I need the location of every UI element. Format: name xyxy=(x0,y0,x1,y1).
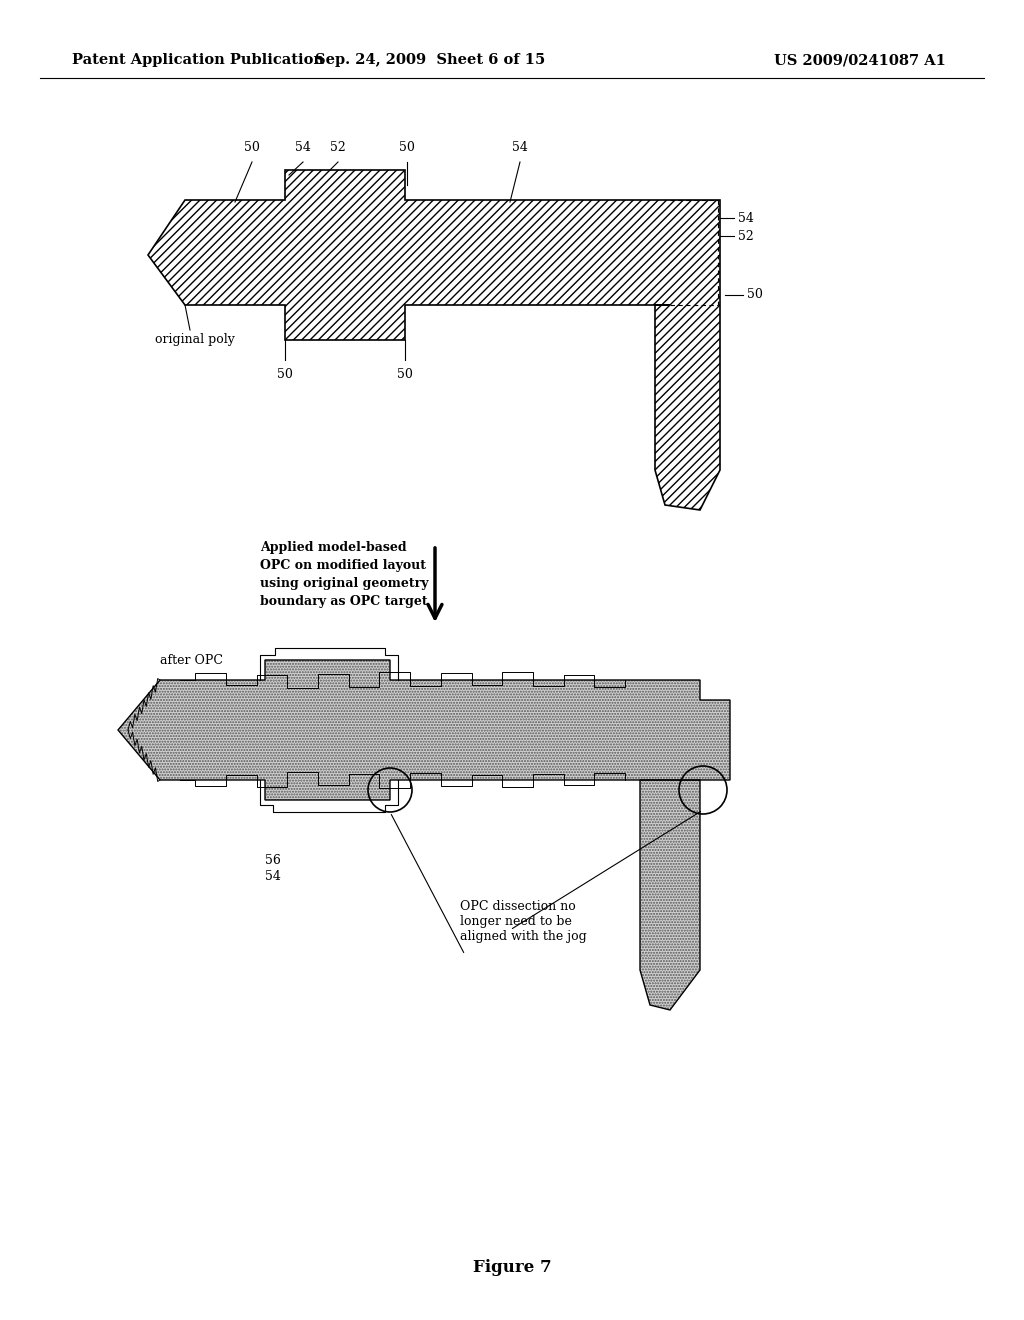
Polygon shape xyxy=(148,170,720,510)
Text: Sep. 24, 2009  Sheet 6 of 15: Sep. 24, 2009 Sheet 6 of 15 xyxy=(314,53,545,67)
Text: US 2009/0241087 A1: US 2009/0241087 A1 xyxy=(774,53,946,67)
Text: 54: 54 xyxy=(265,870,281,883)
Text: 54: 54 xyxy=(512,141,528,154)
Text: 56: 56 xyxy=(265,854,281,866)
Text: 52: 52 xyxy=(738,230,754,243)
Text: 50: 50 xyxy=(397,368,413,381)
Text: 50: 50 xyxy=(746,289,763,301)
Text: 52: 52 xyxy=(330,141,346,154)
Text: Patent Application Publication: Patent Application Publication xyxy=(72,53,324,67)
Text: 54: 54 xyxy=(738,211,754,224)
Text: OPC dissection no
longer need to be
aligned with the jog: OPC dissection no longer need to be alig… xyxy=(460,900,587,942)
Text: Figure 7: Figure 7 xyxy=(473,1259,551,1276)
Text: 50: 50 xyxy=(399,141,415,154)
Text: 50: 50 xyxy=(278,368,293,381)
Text: 54: 54 xyxy=(295,141,311,154)
Text: 50: 50 xyxy=(244,141,260,154)
Text: Applied model-based
OPC on modified layout
using original geometry
boundary as O: Applied model-based OPC on modified layo… xyxy=(260,541,428,609)
Polygon shape xyxy=(640,780,700,1010)
Text: original poly: original poly xyxy=(155,334,234,346)
Text: after OPC: after OPC xyxy=(160,653,223,667)
Polygon shape xyxy=(118,660,730,800)
